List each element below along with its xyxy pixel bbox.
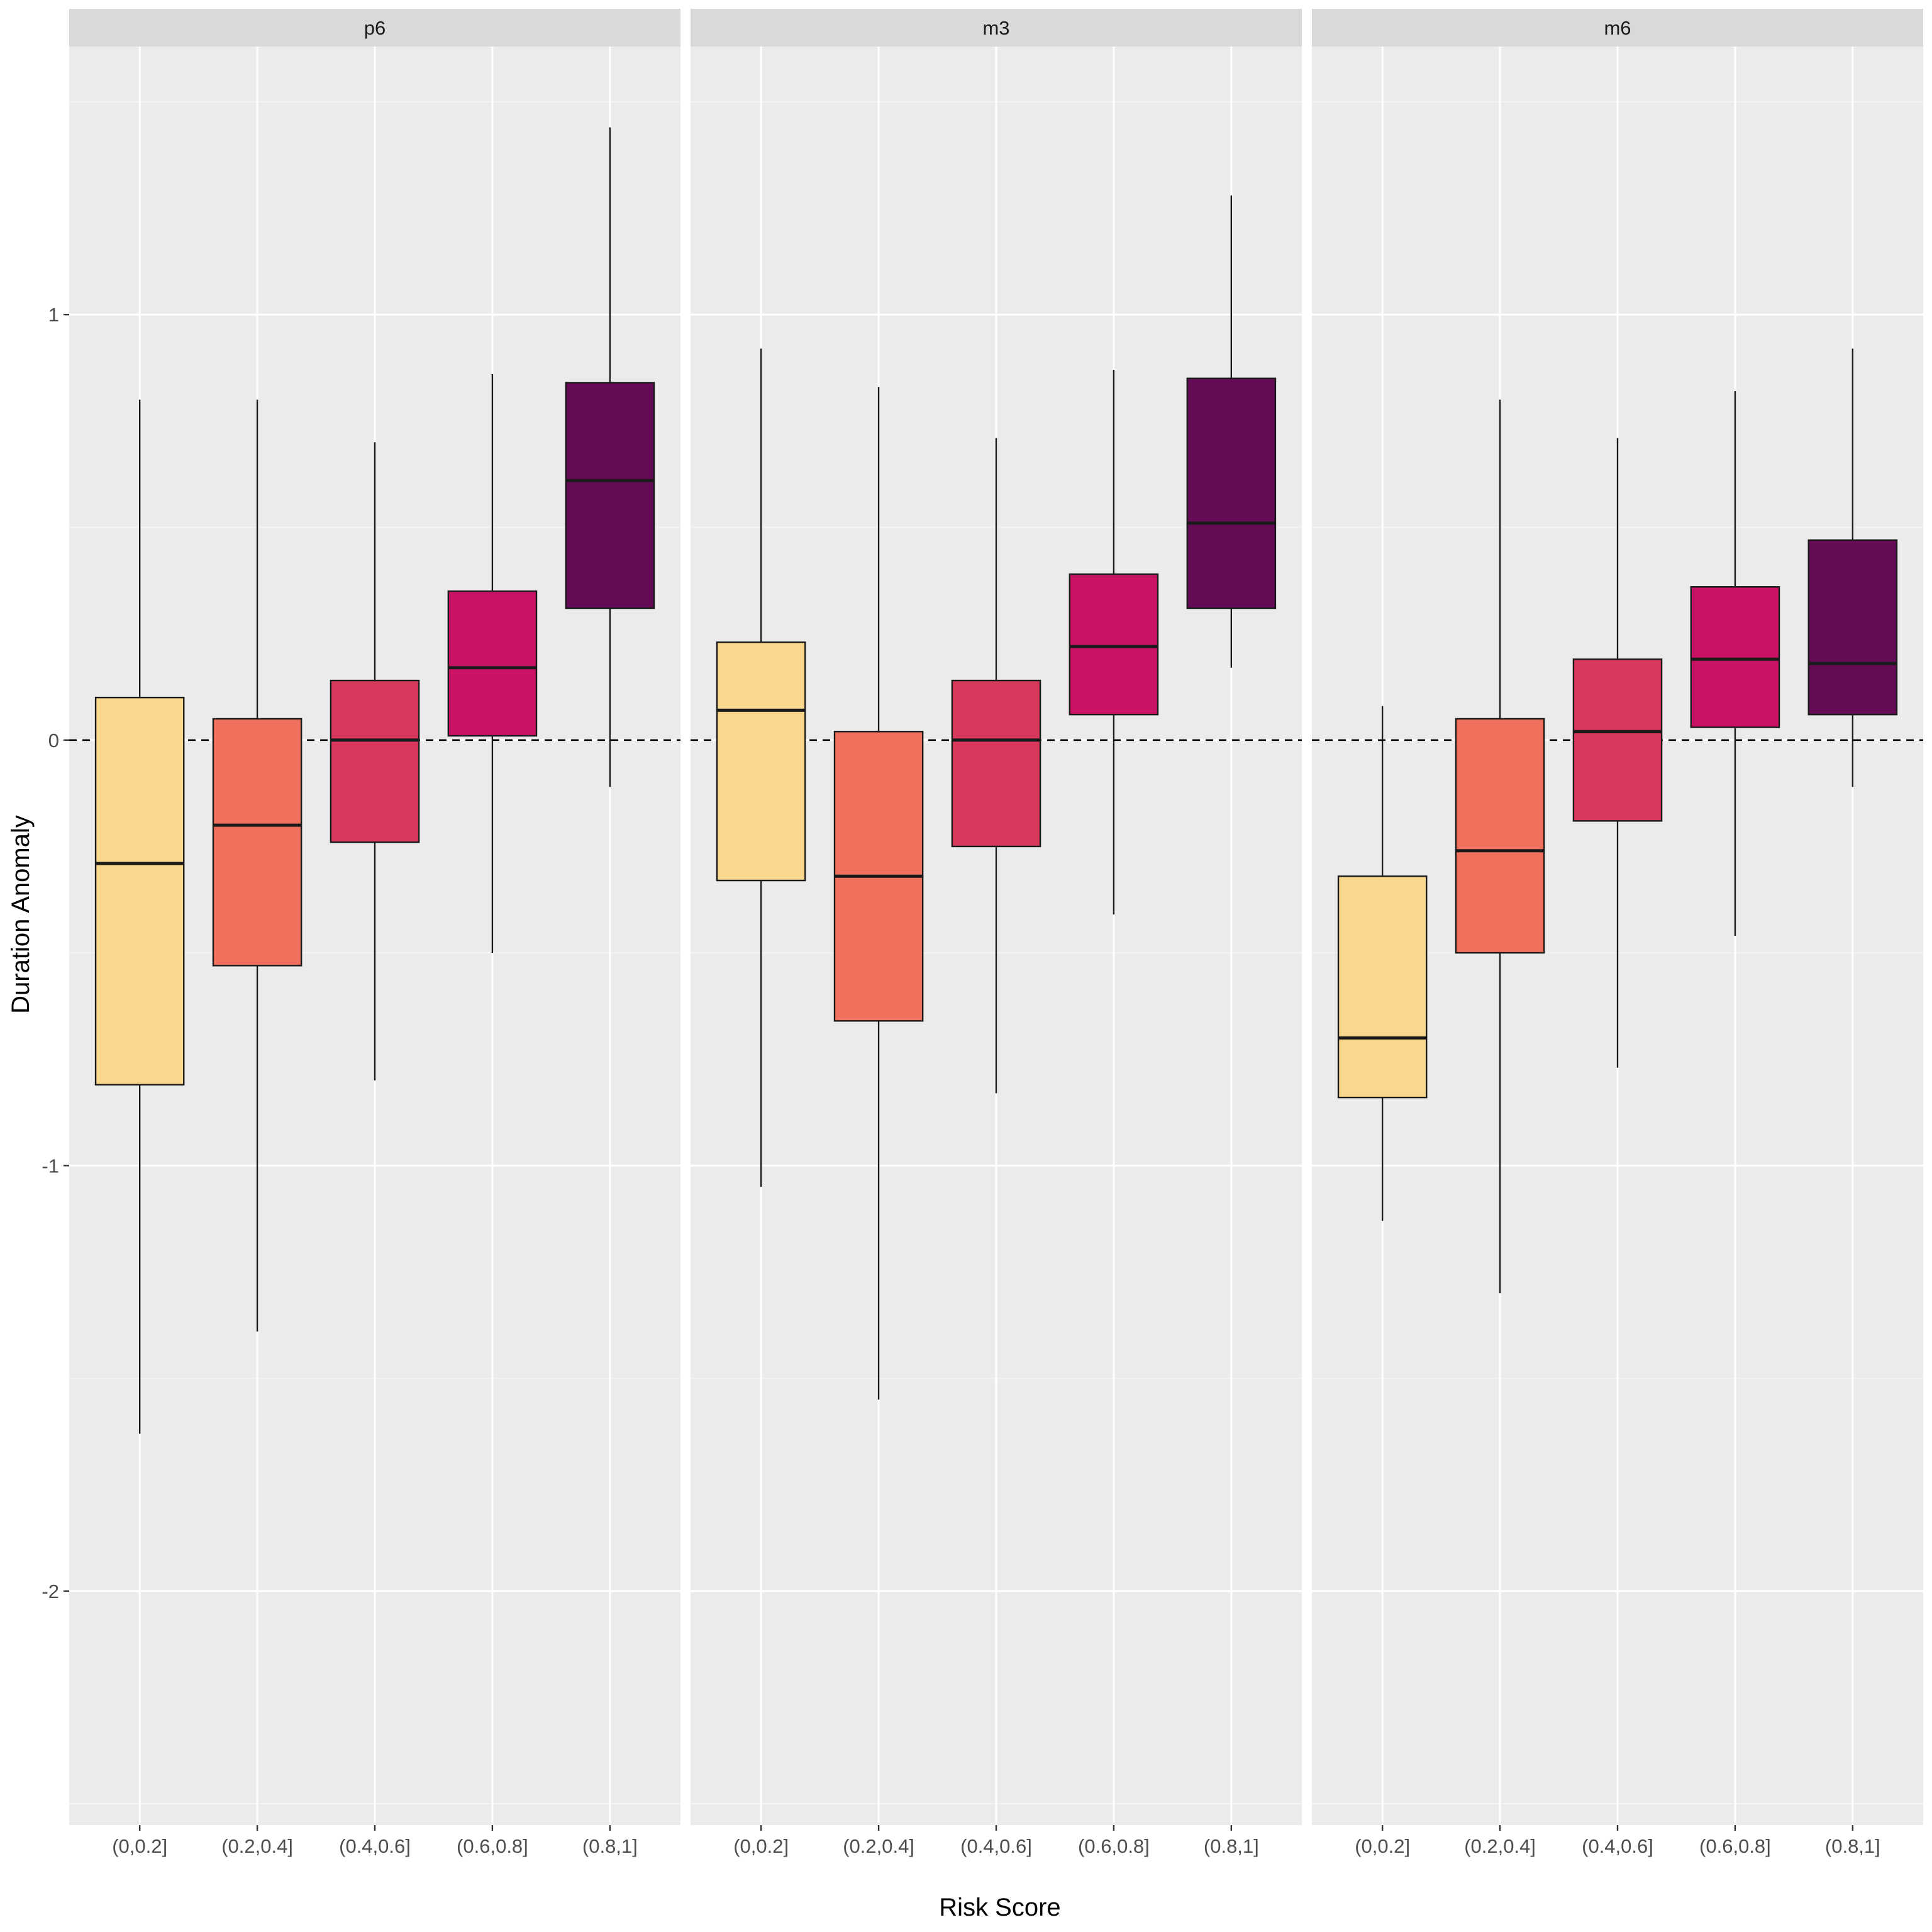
x-tick-label: (0.6,0.8]: [1699, 1835, 1771, 1857]
box-p6-5: [565, 127, 655, 787]
box-iqr: [1186, 377, 1277, 609]
box-iqr: [330, 679, 420, 843]
panel-strip-label: m3: [982, 17, 1009, 39]
panel-m6: m6 (0,0.2] (0.2,0.4] (0.4,0.6] (0.6,0.8] (0.8…: [1312, 9, 1923, 1857]
box-m6-5: [1807, 348, 1898, 787]
x-tick-label: (0.8,1]: [582, 1835, 638, 1857]
box-m6-2: [1455, 399, 1545, 1294]
box-iqr: [212, 718, 303, 967]
x-tick-label: (0.4,0.6]: [339, 1835, 411, 1857]
y-axis: -2 -1 0 1: [42, 304, 69, 1602]
box-m3-1: [716, 348, 806, 1187]
x-tick-label: (0.6,0.8]: [457, 1835, 528, 1857]
x-tick-label: (0.4,0.6]: [1582, 1835, 1653, 1857]
box-p6-4: [447, 374, 538, 953]
box-iqr: [1455, 718, 1545, 954]
panel-p6: p6 (0,0.2] (0.2,0.4] (0.4,0.6] (0.6,0.8] (0.8…: [69, 9, 680, 1857]
box-m6-4: [1690, 391, 1780, 936]
panel-strip-label: m6: [1604, 17, 1631, 39]
box-m3-5: [1186, 195, 1277, 668]
panel-strip: [69, 9, 680, 47]
panel-strip: [1312, 9, 1923, 47]
y-axis-title: Duration Anomaly: [7, 815, 35, 1014]
x-tick-label: (0.8,1]: [1825, 1835, 1880, 1857]
box-iqr: [1572, 658, 1663, 822]
box-p6-2: [212, 399, 303, 1332]
panels: p6 (0,0.2] (0.2,0.4] (0.4,0.6] (0.6,0.8] (0.8…: [69, 9, 1923, 1857]
x-tick-label: (0.6,0.8]: [1078, 1835, 1150, 1857]
y-tick-label: 0: [48, 730, 59, 752]
x-tick-label: (0,0.2]: [112, 1835, 167, 1857]
box-m3-3: [951, 438, 1041, 1094]
box-iqr: [951, 679, 1041, 848]
box-iqr: [447, 590, 538, 737]
box-p6-1: [94, 399, 185, 1434]
box-iqr: [565, 382, 655, 609]
y-tick-label: -2: [42, 1580, 59, 1602]
box-iqr: [716, 641, 806, 882]
x-tick-label: (0.2,0.4]: [221, 1835, 293, 1857]
x-tick-label: (0.8,1]: [1204, 1835, 1259, 1857]
y-tick-label: 1: [48, 304, 59, 326]
box-m3-4: [1069, 370, 1159, 915]
y-tick-label: -1: [42, 1155, 59, 1177]
box-m6-3: [1572, 438, 1663, 1068]
x-tick-label: (0.4,0.6]: [960, 1835, 1032, 1857]
x-tick-label: (0,0.2]: [733, 1835, 789, 1857]
panel-strip: [691, 9, 1302, 47]
box-iqr: [1807, 539, 1898, 716]
panel-strip-label: p6: [364, 17, 386, 39]
box-iqr: [1069, 573, 1159, 716]
x-tick-label: (0.2,0.4]: [843, 1835, 914, 1857]
box-p6-3: [330, 442, 420, 1081]
x-axis-title: Risk Score: [939, 1894, 1060, 1921]
box-iqr: [1337, 875, 1428, 1099]
x-tick-label: (0.2,0.4]: [1464, 1835, 1536, 1857]
panel-m3: m3 (0,0.2] (0.2,0.4] (0.4,0.6] (0.6,0.8] (0.8…: [691, 9, 1302, 1857]
box-iqr: [94, 696, 185, 1085]
box-m6-1: [1337, 706, 1428, 1221]
box-m3-2: [833, 387, 924, 1400]
x-tick-label: (0,0.2]: [1355, 1835, 1410, 1857]
box-iqr: [1690, 586, 1780, 728]
